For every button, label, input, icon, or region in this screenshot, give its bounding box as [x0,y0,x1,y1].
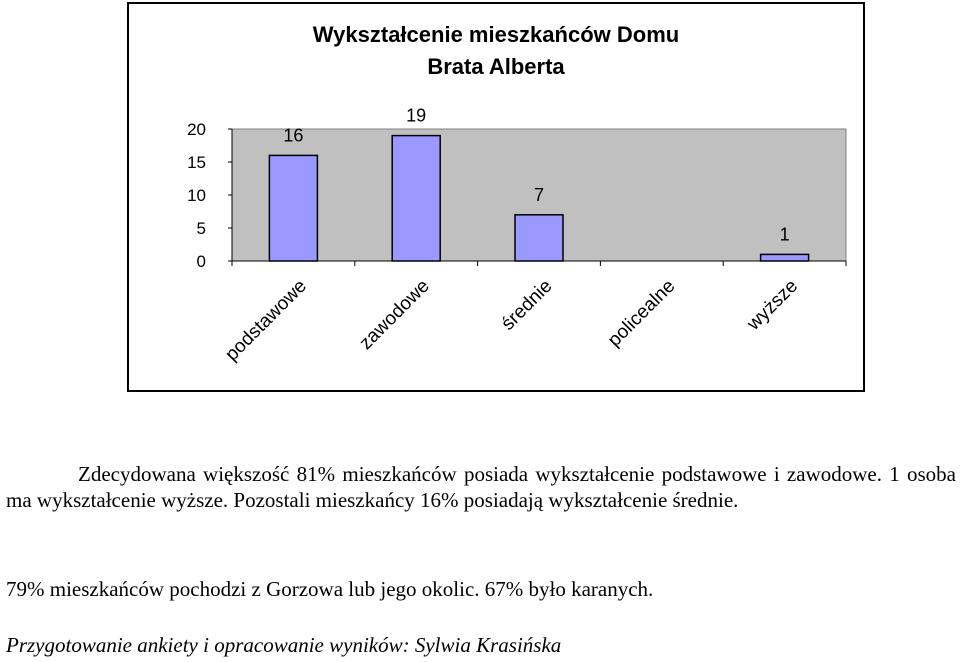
y-tick-label: 10 [187,186,206,205]
y-tick-label: 5 [197,219,206,238]
y-tick-label: 0 [197,252,206,271]
bar-chart: 20 15 10 5 0 16 podstawowe 19 zawodowe 7 średnie po… [187,106,847,366]
credit-line: Przygotowanie ankiety i opracowanie wyni… [6,633,562,657]
data-label-wyższe: 1 [780,224,790,244]
origin-paragraph: 79% mieszkańców pochodzi z Gorzowa lub j… [6,577,654,601]
data-label-zawodowe: 19 [406,106,426,126]
bar-średnie [514,214,564,262]
x-category-label-policealne: policealne [604,276,679,351]
y-tick-label: 15 [187,153,206,172]
y-tick-label: 20 [187,120,206,139]
chart-title-line-2: Brata Alberta [427,54,565,79]
x-category-label-zawodowe: zawodowe [355,276,433,354]
chart-frame: Wykształcenie mieszkańców Domu Brata Alb… [127,2,865,392]
bar-wyższe [759,253,810,262]
chart-title-line-1: Wykształcenie mieszkańców Domu [312,22,680,47]
x-category-label-wyższe: wyższe [743,276,803,336]
x-category-label-podstawowe: podstawowe [221,276,311,366]
data-label-średnie: 7 [534,185,544,205]
x-category-label-średnie: średnie [498,276,557,335]
summary-paragraph: Zdecydowana większość 81% mieszkańców po… [6,462,956,512]
bar-zawodowe [391,134,441,262]
bar-podstawowe [268,154,319,262]
data-label-podstawowe: 16 [283,125,303,145]
